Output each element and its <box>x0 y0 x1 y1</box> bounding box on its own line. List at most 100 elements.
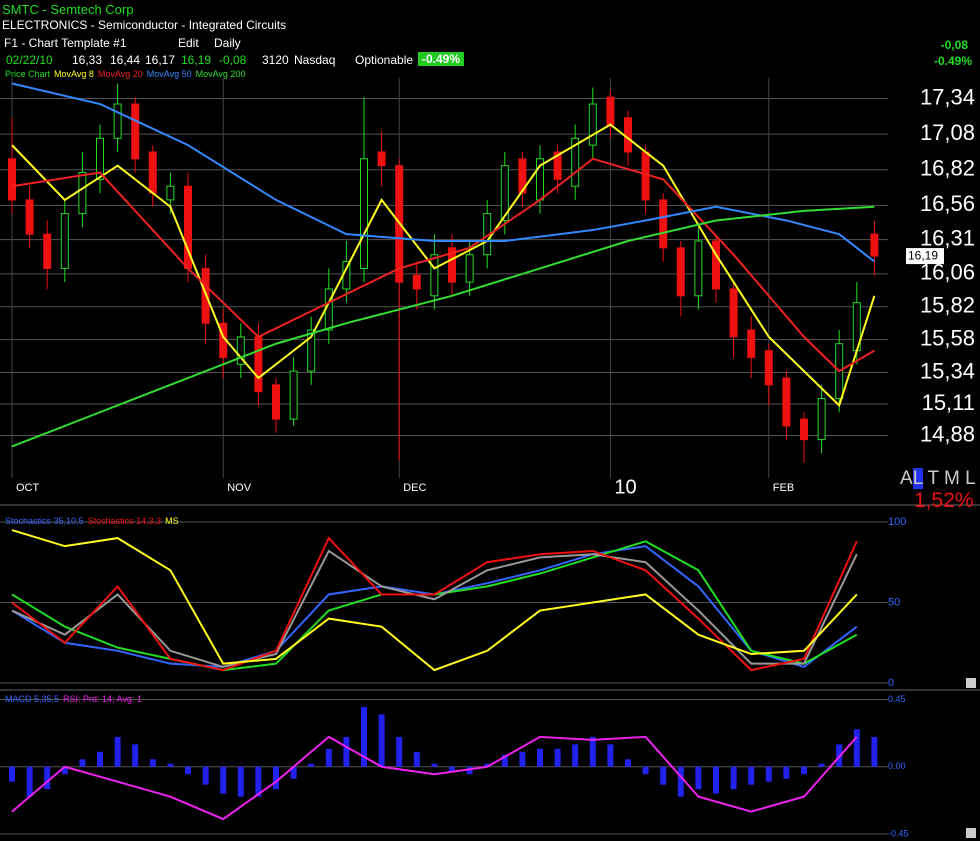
macd-bar <box>202 766 209 785</box>
macd-bar <box>273 766 279 790</box>
macd-bar <box>237 766 244 797</box>
side-t: T <box>927 468 939 489</box>
edit-button[interactable]: Edit <box>178 36 199 50</box>
candle-body <box>782 377 791 427</box>
y-tick-label: 16,82 <box>920 156 975 181</box>
legend-entry: RSI: Prd: 14; Avg: 1 <box>63 694 142 704</box>
y-tick-label: 15,82 <box>920 293 975 318</box>
legend: Price Chart MovAvg 8 MovAvg 20 MovAvg 50 Mov… <box>5 69 245 79</box>
y-tick-label: 100 <box>888 516 906 528</box>
legend-entry: MovAvg 50 <box>147 69 192 79</box>
candle-body <box>553 151 562 180</box>
macd-bar <box>871 736 878 767</box>
candle-body <box>131 103 140 160</box>
y-tick-label: 50 <box>888 596 900 608</box>
macd-bar <box>149 759 156 767</box>
open: 16,33 <box>72 53 103 67</box>
legend-entry: Stochastics 14,3,3 <box>88 516 162 526</box>
macd-bar <box>61 766 68 775</box>
macd-bar <box>431 763 438 767</box>
macd-bar <box>853 729 860 767</box>
macd-bar <box>132 744 139 767</box>
period[interactable]: Daily <box>214 36 241 50</box>
macd-bar <box>607 744 614 767</box>
last: 16,19 <box>181 53 212 67</box>
macd-bar <box>378 714 385 767</box>
candle-body <box>25 199 34 235</box>
x-tick-label: FEB <box>773 482 794 494</box>
macd-bar <box>642 766 649 775</box>
macd-bar <box>537 748 543 767</box>
legend: Stochastics 35,10,5 Stochastics 14,3,3 MS <box>5 516 179 526</box>
candle-body <box>377 151 386 167</box>
y-tick-label: 16,56 <box>920 191 975 216</box>
y-tick-label: 17,34 <box>920 84 975 109</box>
macd-bar <box>167 763 174 767</box>
candle-body <box>571 137 580 187</box>
macd-bar <box>554 748 561 767</box>
exchange: Nasdaq <box>294 53 336 67</box>
legend-entry: MovAvg 8 <box>54 69 94 79</box>
macd-bar <box>114 736 121 767</box>
macd-bar <box>466 766 473 775</box>
right-change: -0,08 <box>940 38 968 52</box>
candle-body <box>800 418 808 441</box>
candle-body <box>518 158 527 194</box>
candle-body <box>747 329 756 358</box>
side-a: A <box>900 468 913 489</box>
candle-body <box>729 288 738 338</box>
macd-bar <box>589 736 596 767</box>
low: 16,17 <box>145 53 176 67</box>
y-tick-label: 0 <box>888 677 894 689</box>
macd-bar <box>818 763 825 767</box>
change-pct: -0.49% <box>418 52 465 66</box>
y-tick-label: -0.45 <box>888 828 909 838</box>
macd-bar <box>801 766 807 775</box>
macd-bar <box>396 736 403 767</box>
macd-bar <box>677 766 684 797</box>
sector[interactable]: ELECTRONICS - Semiconductor - Integrated… <box>2 18 287 32</box>
candle-body <box>360 158 368 269</box>
last-price-box <box>906 248 944 265</box>
legend-entry: MovAvg 20 <box>98 69 143 79</box>
macd-bar <box>308 763 315 767</box>
candle-body <box>694 240 703 297</box>
last-price-label: 16,19 <box>908 248 938 262</box>
date: 02/22/10 <box>6 53 53 67</box>
legend: MACD 5,35,5 RSI: Prd: 14; Avg: 1 <box>5 694 142 704</box>
side-l2: L <box>965 468 976 489</box>
macd-bar <box>255 766 262 797</box>
candle-body <box>148 151 157 194</box>
x-tick-label: OCT <box>16 482 40 494</box>
y-tick-label: 17,08 <box>920 120 975 145</box>
ma-line <box>11 157 875 373</box>
candle-body <box>764 350 773 386</box>
macd-bar <box>660 766 667 785</box>
macd-bar <box>519 751 526 767</box>
macd-bar <box>730 766 737 790</box>
candle-body <box>500 165 509 221</box>
macd-bar <box>44 766 51 790</box>
scroll-box <box>966 828 976 838</box>
macd-bar <box>765 766 772 782</box>
y-tick-label: 15,34 <box>920 358 975 383</box>
volume: 3120 <box>262 53 289 67</box>
macd-bar <box>501 754 508 767</box>
y-tick-label: 16,31 <box>920 225 975 250</box>
candle-body <box>60 213 69 269</box>
candle-body <box>712 240 720 290</box>
macd-bar <box>79 759 86 767</box>
macd-bar <box>572 744 579 767</box>
candle-body <box>606 96 615 126</box>
ma-line <box>11 82 876 263</box>
candle-body <box>659 199 668 249</box>
candle-body <box>78 172 87 215</box>
candle-body <box>43 233 52 269</box>
y-tick-label: 15,11 <box>922 390 975 415</box>
ma-line <box>11 529 858 672</box>
candle-body <box>307 329 316 372</box>
template[interactable]: F1 - Chart Template #1 <box>4 36 127 50</box>
legend-entry: MS <box>165 516 179 526</box>
legend-entry: MACD 5,35,5 <box>5 694 59 704</box>
ma-line <box>11 549 858 668</box>
